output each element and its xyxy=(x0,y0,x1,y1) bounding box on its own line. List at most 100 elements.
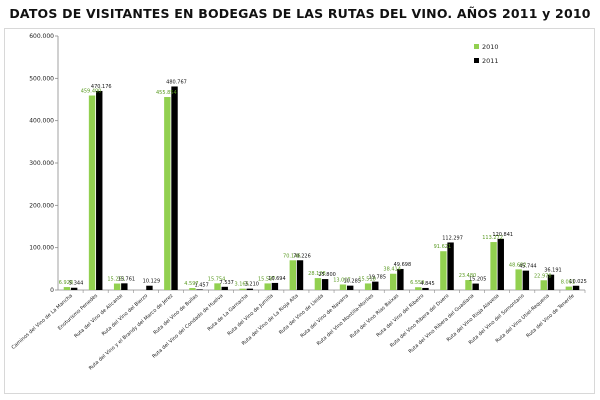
axes: 0 100.000 200.000 300.000 400.000 500.000 600.… xyxy=(29,33,586,294)
data-label-2011: 5.344 xyxy=(69,281,83,287)
legend-label-2010: 2010 xyxy=(482,43,499,51)
bar-2010 xyxy=(565,286,573,290)
y-tick-label: 300.000 xyxy=(29,160,54,167)
category-label: Ruta del Vino de Jumilla xyxy=(227,293,275,337)
bar-2010 xyxy=(440,251,447,290)
category-label: Ruta del Vino de Bullas xyxy=(152,293,199,336)
bar-2010 xyxy=(389,273,397,290)
bar-2011 xyxy=(346,285,354,290)
data-label-2010: 28.128 xyxy=(308,271,326,277)
bar-2010 xyxy=(415,287,422,290)
data-label-2011: 45.744 xyxy=(519,264,537,270)
data-label-2011: 70.226 xyxy=(293,253,311,259)
data-label-2010: 91.621 xyxy=(434,244,452,250)
data-label-2011: 4.845 xyxy=(420,281,434,287)
bar-2010 xyxy=(289,260,297,290)
bar-2010 xyxy=(113,283,121,290)
bar-2011 xyxy=(271,282,279,290)
data-label-2010: 459.400 xyxy=(81,89,102,95)
data-label-2010: 22.978 xyxy=(534,273,552,279)
bar-2011 xyxy=(522,270,530,290)
data-label-2011: 19.785 xyxy=(369,275,387,281)
bar-2010 xyxy=(88,95,96,291)
bar-2010 xyxy=(189,288,196,290)
bars xyxy=(63,86,580,291)
bar-2010 xyxy=(214,283,221,290)
bar-2011 xyxy=(572,285,580,290)
bar-2010 xyxy=(314,278,322,290)
legend-swatch-2010 xyxy=(474,44,479,49)
data-label-2010: 3.165 xyxy=(234,282,248,288)
bar-2011 xyxy=(146,285,153,290)
bar-2011 xyxy=(372,281,379,290)
bar-2010 xyxy=(540,280,547,290)
data-label-2010: 455.854 xyxy=(156,90,177,96)
data-label-2011: 112.297 xyxy=(442,235,463,241)
data-label-2010: 15.518 xyxy=(358,276,376,282)
bar-2011 xyxy=(296,260,304,290)
bar-2010 xyxy=(490,242,497,290)
data-label-2010: 13.007 xyxy=(333,277,351,283)
y-tick-label: 600.000 xyxy=(29,33,54,40)
data-label-2010: 70.146 xyxy=(283,253,301,259)
bar-2010 xyxy=(164,97,171,290)
bar-2011 xyxy=(397,268,404,290)
category-label: Enoturismo Penedès xyxy=(56,292,99,332)
data-label-2010: 38.414 xyxy=(383,267,401,273)
y-tick-label: 100.000 xyxy=(29,245,54,252)
data-label-2011: 16.694 xyxy=(268,276,286,282)
bar-2011 xyxy=(171,86,178,290)
data-label-2010: 8.061 xyxy=(561,280,575,286)
data-label-2011: 15.761 xyxy=(118,276,136,282)
y-tick-label: 200.000 xyxy=(29,202,54,209)
bar-2010 xyxy=(239,288,246,290)
bar-2011 xyxy=(447,242,454,290)
data-label-2011: 10.285 xyxy=(343,279,361,285)
category-label: Ruta del Vino del Ribeiro xyxy=(375,293,425,339)
bar-2011 xyxy=(196,289,203,290)
category-label: Ruta del Vino de Alicante xyxy=(73,293,124,340)
bar-2011 xyxy=(246,288,254,290)
data-label-2010: 23.480 xyxy=(459,273,477,279)
data-label-2011: 470.176 xyxy=(91,84,112,90)
data-label-2010: 15.261 xyxy=(107,277,125,283)
data-label-2011: 10.129 xyxy=(143,279,161,285)
data-label-2011: 120.841 xyxy=(492,232,513,238)
data-label-2011: 15.205 xyxy=(469,277,487,283)
bar-2010 xyxy=(465,280,472,290)
data-label-2010: 113.272 xyxy=(482,235,503,241)
data-label-2010: 15.754 xyxy=(208,276,226,282)
data-label-2010: 6.928 xyxy=(59,280,73,286)
bar-2011 xyxy=(422,287,429,290)
bar-2011 xyxy=(70,287,78,290)
data-label-2011: 36.191 xyxy=(544,268,562,274)
bar-2010 xyxy=(515,269,522,290)
legend: 2010 2011 xyxy=(474,43,499,65)
data-label-2011: 49.698 xyxy=(394,262,412,268)
category-labels: Caminos del Vino de La ManchaEnoturismo … xyxy=(11,292,576,372)
data-label-2010: 4.597 xyxy=(184,281,198,287)
category-label: Ruta del Vino de Lleida xyxy=(278,293,325,336)
legend-label-2011: 2011 xyxy=(482,57,499,65)
bar-2011 xyxy=(96,90,103,290)
data-label-2010: 48.682 xyxy=(509,262,527,268)
category-label: Ruta del Vino del Bierzo xyxy=(101,293,149,337)
bar-2011 xyxy=(121,283,128,290)
bar-2011 xyxy=(497,238,504,290)
bar-2010 xyxy=(264,283,271,290)
bar-2010 xyxy=(364,283,372,290)
bar-2010 xyxy=(339,284,347,290)
data-label-2011: 10.025 xyxy=(569,279,587,285)
data-label-2011: 3.210 xyxy=(245,282,259,288)
data-label-2011: 7.537 xyxy=(220,280,234,286)
category-label: Ruta del Vino Rías Baixas xyxy=(348,292,400,340)
legend-swatch-2011 xyxy=(474,58,479,63)
y-tick-label: 500.000 xyxy=(29,75,54,82)
chart-title: DATOS DE VISITANTES EN BODEGAS DE LAS RU… xyxy=(9,6,591,21)
bar-2011 xyxy=(221,286,228,290)
data-label-2011: 25.800 xyxy=(318,272,336,278)
category-label: Ruta del Vino de Navarra xyxy=(299,293,349,339)
chart-frame xyxy=(4,28,595,394)
